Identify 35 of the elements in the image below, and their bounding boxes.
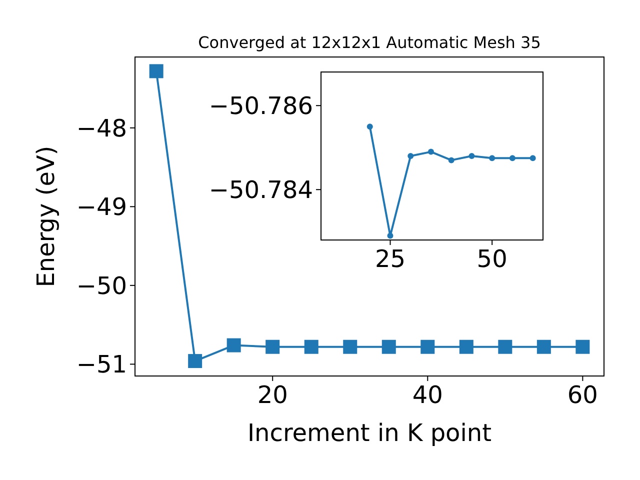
point bbox=[387, 232, 394, 239]
point bbox=[468, 153, 475, 159]
y-tick-label: −50.784 bbox=[208, 176, 313, 204]
point bbox=[304, 340, 318, 354]
y-axis-title: Energy (eV) bbox=[32, 146, 60, 288]
x-tick-label: 60 bbox=[567, 381, 598, 410]
point bbox=[576, 340, 590, 354]
point bbox=[382, 340, 396, 354]
x-tick-label: 25 bbox=[374, 245, 406, 274]
chart-title: Converged at 12x12x1 Automatic Mesh 35 bbox=[198, 33, 541, 52]
point bbox=[226, 338, 241, 352]
x-axis-title: Increment in K point bbox=[247, 419, 492, 447]
y-tick-label: −49 bbox=[76, 193, 127, 222]
point bbox=[428, 148, 434, 155]
point bbox=[448, 157, 454, 164]
y-tick-label: −50 bbox=[76, 272, 127, 300]
point bbox=[498, 340, 512, 354]
point bbox=[366, 124, 373, 130]
point bbox=[420, 340, 435, 354]
point bbox=[489, 155, 496, 162]
point bbox=[536, 340, 551, 354]
point bbox=[188, 354, 202, 368]
y-tick-label: −48 bbox=[76, 114, 127, 142]
x-tick-label: 40 bbox=[412, 381, 443, 410]
x-tick-label: 50 bbox=[476, 245, 508, 274]
point bbox=[266, 340, 280, 354]
point bbox=[408, 153, 414, 159]
x-tick-label: 20 bbox=[257, 381, 288, 410]
point bbox=[459, 340, 474, 354]
point bbox=[530, 155, 536, 162]
y-tick-label: −51 bbox=[76, 350, 127, 379]
y-tick-label: −50.786 bbox=[208, 92, 313, 120]
point bbox=[343, 340, 358, 354]
point bbox=[509, 155, 516, 162]
point bbox=[149, 64, 164, 78]
